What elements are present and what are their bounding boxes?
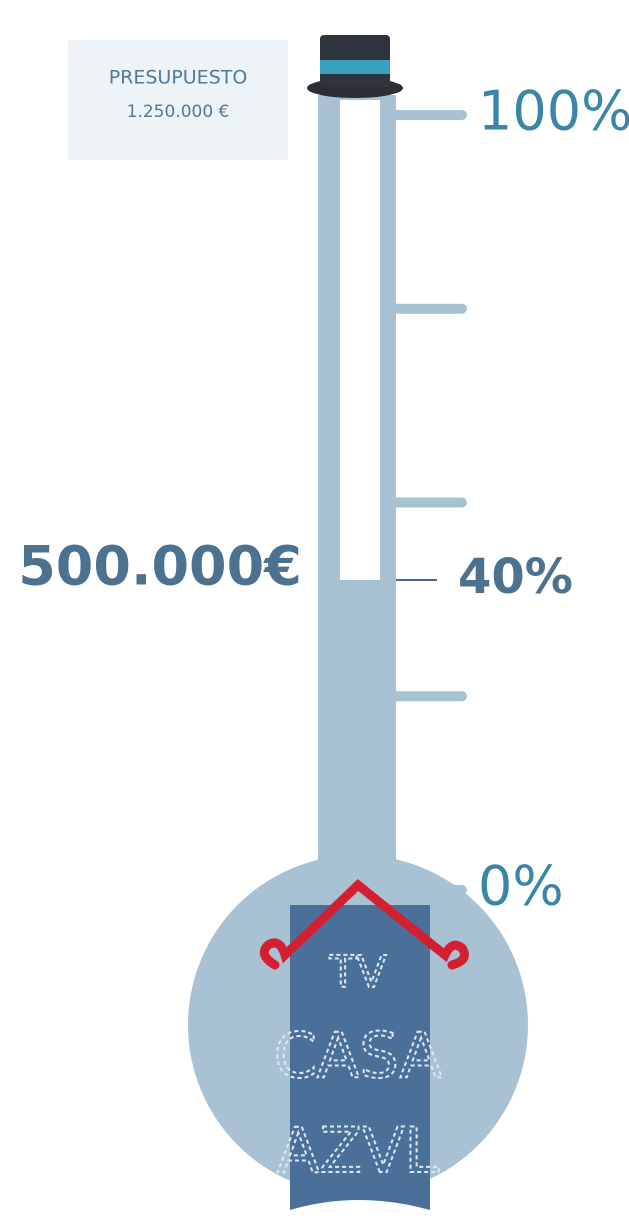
budget-amount: 1.250.000 €: [127, 102, 230, 122]
logo-text: TV: [329, 947, 387, 998]
fill-level: [340, 580, 380, 910]
tick-label: 0%: [478, 855, 564, 918]
hat-band: [320, 60, 390, 74]
value-label: 40%: [458, 549, 573, 605]
chart: PRESUPUESTO 1.250.000 € TV CASA AZVL 500…: [0, 0, 629, 1227]
budget-box: [68, 40, 288, 160]
budget-title: PRESUPUESTO: [109, 67, 248, 89]
logo-text: CASA: [274, 1019, 443, 1092]
tick-label: 100%: [478, 80, 629, 143]
amount-label: 500.000€: [18, 535, 302, 598]
logo-text: AZVL: [277, 1114, 439, 1187]
page: PRESUPUESTO 1.250.000 € TV CASA AZVL 500…: [0, 0, 629, 1227]
